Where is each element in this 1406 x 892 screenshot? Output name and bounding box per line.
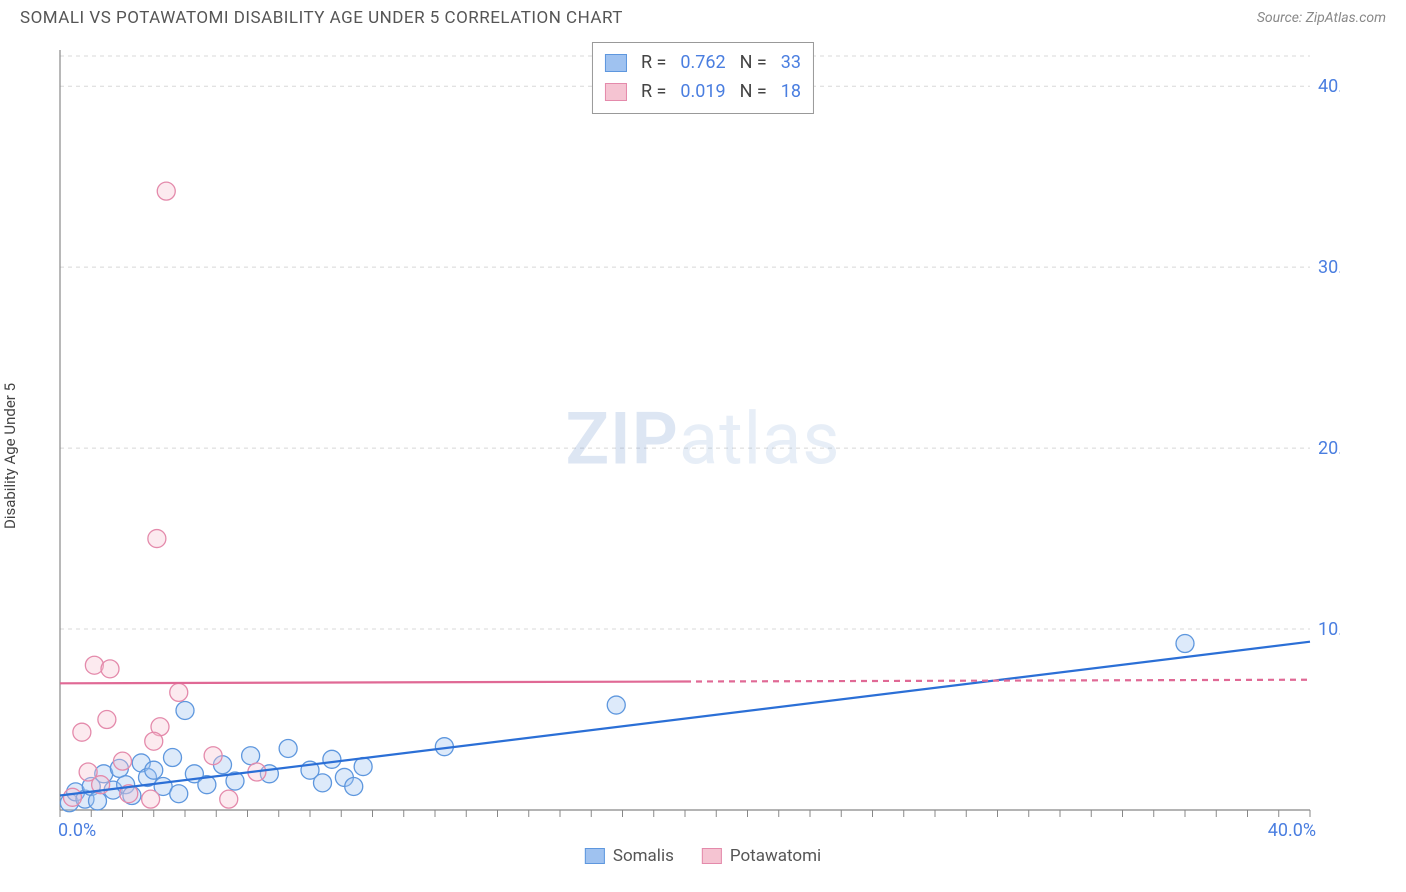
legend-stats: R =0.762N =33R =0.019N =18 — [592, 42, 814, 114]
legend-swatch — [702, 848, 722, 864]
header: SOMALI VS POTAWATOMI DISABILITY AGE UNDE… — [0, 0, 1406, 32]
svg-text:10.0%: 10.0% — [1318, 619, 1340, 640]
svg-text:30.0%: 30.0% — [1318, 257, 1340, 278]
legend-series: Somalis Potawatomi — [585, 846, 821, 866]
source-attribution: Source: ZipAtlas.com — [1257, 10, 1386, 26]
chart-area: Disability Age Under 5 ZIPatlas 10.0%20.… — [20, 40, 1386, 872]
y-axis-label: Disability Age Under 5 — [1, 383, 19, 529]
svg-text:0.0%: 0.0% — [58, 820, 96, 840]
legend-item: Potawatomi — [702, 846, 821, 866]
chart-title: SOMALI VS POTAWATOMI DISABILITY AGE UNDE… — [20, 8, 623, 28]
legend-swatch — [605, 54, 627, 72]
legend-stats-row: R =0.019N =18 — [605, 78, 801, 107]
scatter-plot: 10.0% 20.0% 30.0% 40.0% 0.0% 40.0% — [20, 40, 1340, 840]
legend-stats-row: R =0.762N =33 — [605, 49, 801, 78]
svg-text:20.0%: 20.0% — [1318, 438, 1340, 459]
legend-swatch — [585, 848, 605, 864]
legend-item: Somalis — [585, 846, 674, 866]
svg-text:40.0%: 40.0% — [1268, 820, 1316, 840]
legend-swatch — [605, 83, 627, 101]
svg-text:40.0%: 40.0% — [1318, 76, 1340, 97]
